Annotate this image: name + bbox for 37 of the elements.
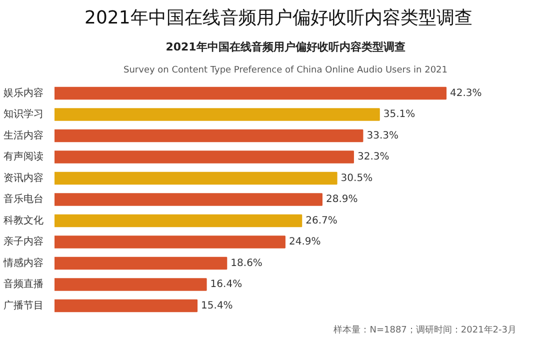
data-label: 30.5% bbox=[340, 172, 373, 184]
y-tick-label: 音乐电台 bbox=[4, 193, 44, 205]
y-tick-label: 知识学习 bbox=[4, 108, 44, 120]
bar bbox=[54, 214, 302, 228]
bar bbox=[54, 108, 380, 121]
y-tick-label: 音频直播 bbox=[4, 278, 44, 290]
bar bbox=[54, 150, 354, 164]
data-label: 42.3% bbox=[450, 88, 482, 99]
y-tick-label: 情感内容 bbox=[2, 256, 44, 269]
data-label: 15.4% bbox=[201, 300, 233, 312]
data-label: 16.4% bbox=[210, 279, 242, 290]
data-label: 18.6% bbox=[230, 258, 262, 269]
data-label: 33.3% bbox=[366, 130, 399, 142]
y-tick-label: 娱乐内容 bbox=[4, 86, 44, 99]
data-label: 32.3% bbox=[357, 152, 390, 162]
y-tick-label: 科教文化 bbox=[4, 214, 44, 226]
data-label: 26.7% bbox=[306, 215, 338, 226]
bar bbox=[54, 278, 207, 291]
bar bbox=[54, 193, 322, 206]
y-tick-label: 生活内容 bbox=[4, 129, 44, 142]
bar bbox=[54, 299, 198, 312]
bar bbox=[54, 129, 364, 142]
bar bbox=[54, 86, 447, 100]
data-label: 28.9% bbox=[326, 194, 358, 205]
y-tick-label: 有声阅读 bbox=[4, 150, 44, 162]
y-tick-label: 亲子内容 bbox=[4, 236, 44, 248]
bar bbox=[54, 236, 286, 248]
data-label: 35.1% bbox=[383, 109, 416, 120]
chart-subtitle: 2021年中国在线音频用户偏好收听内容类型调查 bbox=[166, 40, 406, 54]
bar bbox=[54, 256, 228, 270]
text: Survey on Content Type Preference of China Online Audio Users in 2021 bbox=[124, 66, 448, 76]
text: 样本量：N=1887；调研时间：2021年2-3月 bbox=[334, 324, 517, 336]
chart-title: 2021年中国在线音频用户偏好收听内容类型调查 bbox=[84, 8, 472, 28]
data-label: 24.9% bbox=[288, 236, 321, 248]
y-tick-label: 广播节目 bbox=[4, 299, 44, 312]
y-tick-label: 资讯内容 bbox=[4, 172, 44, 184]
bar bbox=[54, 172, 338, 185]
